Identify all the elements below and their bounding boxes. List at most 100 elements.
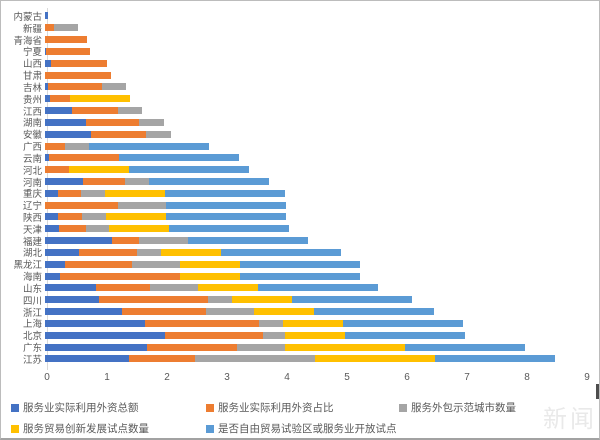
category-label: 陕西 [22,213,42,224]
bar-track [45,237,585,245]
seg-trade-pilot [285,343,405,351]
seg-trade-pilot [284,331,345,339]
bar-track [45,296,585,304]
seg-ftz-openness [169,225,290,233]
seg-ftz-openness [292,296,413,304]
seg-ftz-openness [239,260,360,268]
seg-ftz-openness [240,272,360,280]
bar-row: 浙江 [1,306,587,319]
bar-track [45,36,585,44]
seg-trade-pilot [180,272,240,280]
bar-row: 吉林 [1,81,587,94]
seg-trade-pilot [109,225,170,233]
bar-track [45,24,585,32]
bar-track [45,154,585,162]
seg-trade-pilot [315,355,435,363]
category-label: 新疆 [22,23,42,35]
seg-fdi-share [59,225,87,233]
category-label: 上海 [22,319,42,331]
bar-row: 江苏 [1,353,587,366]
seg-total-fdi [45,154,50,162]
seg-total-fdi [45,343,147,351]
category-label: 湖南 [22,118,42,130]
seg-total-fdi [45,47,47,55]
bar-row: 湖北 [1,247,587,259]
seg-fdi-share [49,154,120,162]
bar-row: 甘肃 [1,69,587,83]
seg-total-fdi [45,284,96,292]
seg-total-fdi [45,237,112,245]
bar-track [45,118,585,126]
seg-trade-pilot [283,319,344,327]
legend-item-total-fdi: 服务业实际利用外资总额 [11,400,139,415]
seg-total-fdi [45,130,92,138]
seg-trade-pilot [198,284,258,292]
seg-fdi-share [121,308,206,316]
bar-row: 江西 [1,105,587,118]
legend-label: 服务外包示范城市数量 [411,402,516,414]
seg-total-fdi [45,319,146,327]
x-tick-label: 6 [404,372,410,383]
seg-outsourcing-cities [262,331,285,339]
category-label: 北京 [22,331,42,343]
x-tick-label: 7 [464,372,470,383]
category-label: 江苏 [22,354,42,366]
category-label: 吉林 [22,82,42,94]
seg-total-fdi [45,260,65,268]
y-axis-line [47,8,48,370]
scrollbar-thumb[interactable] [596,384,599,399]
x-tick-label: 4 [284,372,290,383]
seg-outsourcing-cities [195,355,315,363]
bar-row: 云南 [1,152,587,165]
seg-fdi-share [72,107,118,115]
seg-outsourcing-cities [54,24,78,32]
legend-item-trade-pilot: 服务贸易创新发展试点数量 [11,421,149,436]
seg-outsourcing-cities [131,260,180,268]
seg-fdi-share [58,213,83,221]
seg-total-fdi [45,248,79,256]
bar-track [45,59,585,67]
legend-item-ftz-openness: 是否自由贸易试验区或服务业开放试点 [206,421,397,436]
bar-row: 广西 [1,140,587,153]
bar-row: 青海省 [1,34,587,47]
category-label: 江西 [22,106,42,118]
seg-ftz-openness [166,213,287,221]
seg-outsourcing-cities [125,178,150,185]
seg-ftz-openness [220,248,341,256]
category-label: 海南 [22,272,42,284]
category-label: 甘肃 [22,71,42,83]
bar-row: 安徽 [1,128,587,141]
seg-fdi-share [48,83,102,91]
seg-outsourcing-cities [64,142,89,150]
legend-item-fdi-share: 服务业实际利用外资占比 [206,400,334,415]
bar-track [45,83,585,91]
seg-outsourcing-cities [80,189,105,197]
seg-fdi-share [45,24,54,32]
bar-track [45,178,585,185]
seg-total-fdi [45,83,48,91]
seg-outsourcing-cities [259,319,284,327]
legend-color-swatch [206,424,214,433]
seg-fdi-share [145,319,260,327]
bar-row: 福建 [1,235,587,248]
seg-trade-pilot [104,189,165,197]
seg-fdi-share [129,355,195,363]
bar-row: 宁夏 [1,45,587,58]
seg-ftz-openness [188,237,309,245]
seg-fdi-share [85,118,140,126]
bar-track [45,225,585,233]
bar-row: 四川 [1,294,587,307]
bar-row: 海南 [1,270,587,284]
seg-total-fdi [45,178,84,185]
bar-row: 贵州 [1,93,587,106]
seg-ftz-openness [343,319,464,327]
category-label: 山东 [22,283,42,295]
category-label: 广东 [22,343,42,355]
bar-track [45,343,585,351]
seg-fdi-share [64,260,132,268]
seg-fdi-share [99,296,209,304]
seg-total-fdi [45,331,165,339]
bar-row: 北京 [1,329,587,343]
seg-total-fdi [45,59,51,67]
